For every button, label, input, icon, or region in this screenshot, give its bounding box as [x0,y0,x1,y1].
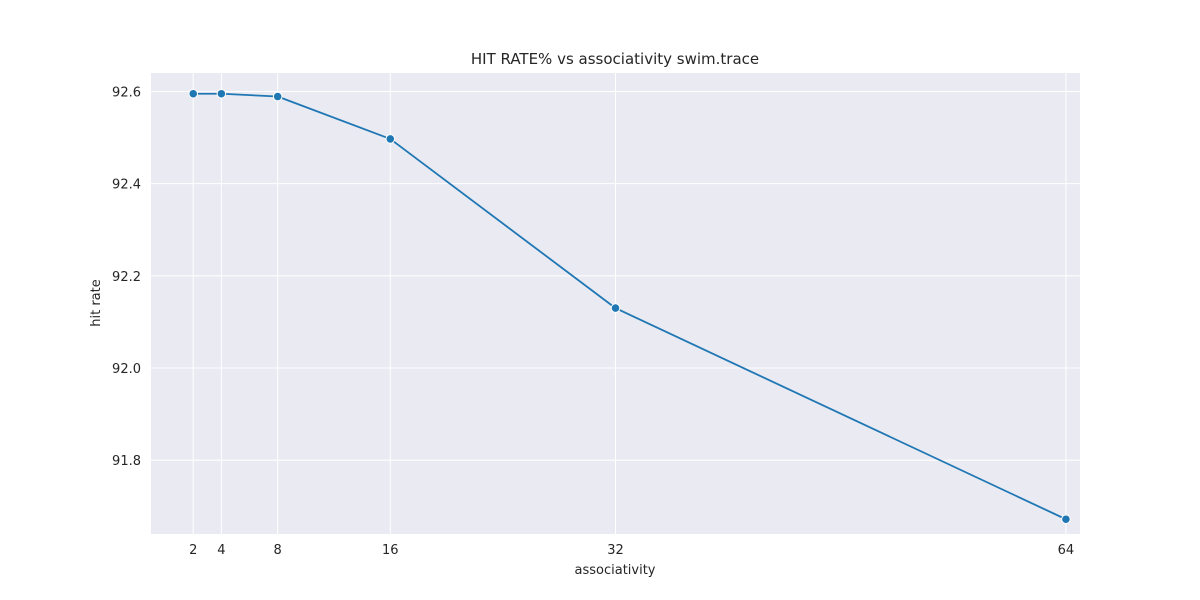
y-axis-label: hit rate [89,279,104,327]
series-layer [188,88,1071,525]
data-point [1061,514,1071,525]
grid [151,73,1080,534]
x-axis-label: associativity [575,563,656,578]
data-point [385,134,396,144]
x-tick-label: 64 [1058,543,1075,558]
y-tick-label: 91.8 [112,454,141,469]
x-tick-label: 4 [217,543,225,558]
y-tick-label: 92.6 [112,85,141,100]
x-tick-label: 8 [274,543,282,558]
x-tick-label: 32 [607,543,624,558]
chart-title: HIT RATE% vs associativity swim.trace [471,50,759,68]
x-tick-label: 16 [382,543,399,558]
data-point [272,91,283,102]
x-axis-ticks: 2 4 8 16 32 64 [189,543,1074,558]
y-tick-label: 92.2 [112,270,141,285]
y-axis-ticks: 91.8 92.0 92.2 92.4 92.6 [112,85,141,469]
data-point [188,88,199,99]
data-point [610,303,621,313]
y-tick-label: 92.4 [112,178,141,193]
x-tick-label: 2 [189,543,197,558]
y-tick-label: 92.0 [112,362,141,377]
data-point [216,88,227,99]
